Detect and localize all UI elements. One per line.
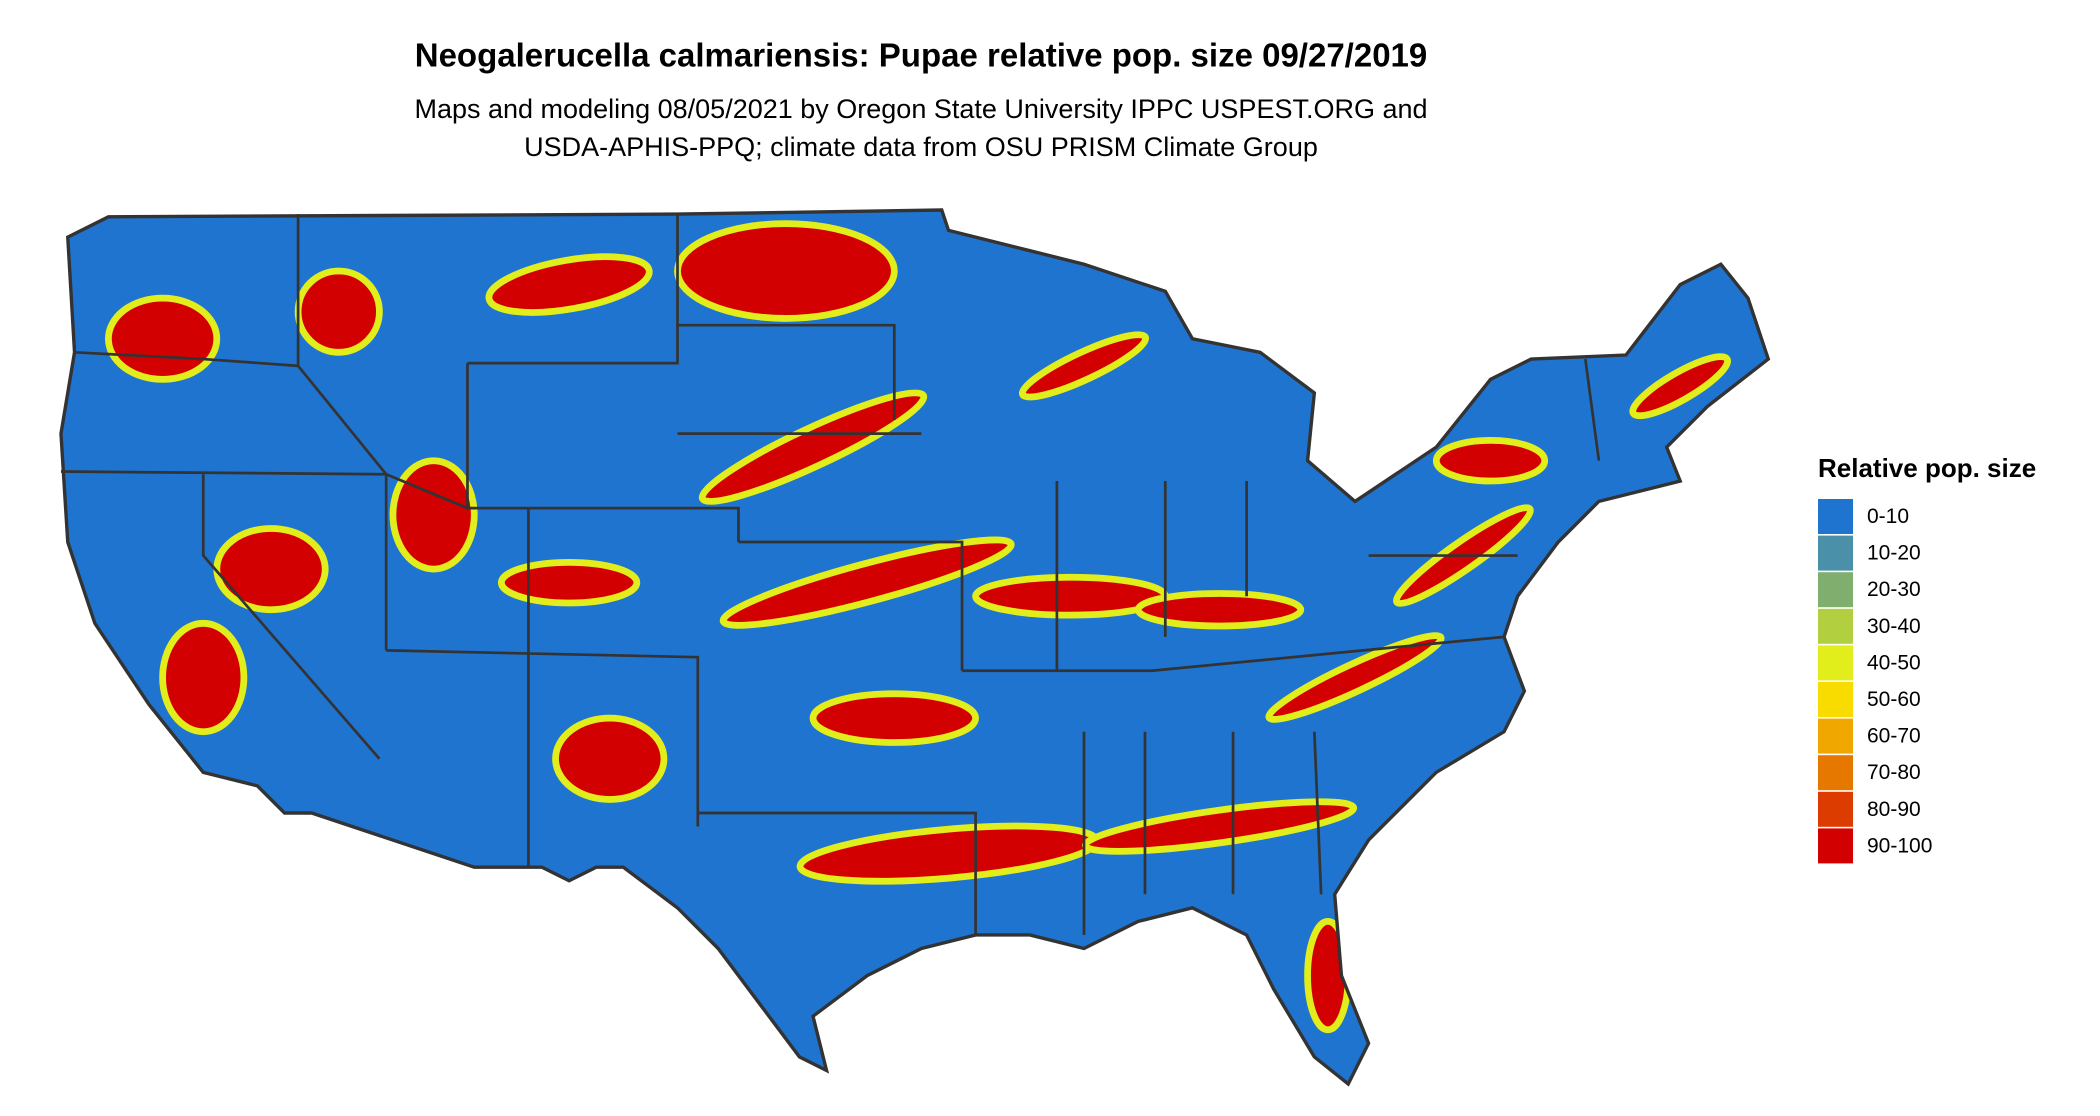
legend-label: 0-10	[1867, 505, 1909, 528]
legend-label: 70-80	[1867, 761, 1921, 784]
legend-swatch	[1818, 682, 1853, 717]
legend-swatch	[1818, 791, 1853, 827]
legend-label: 10-20	[1867, 542, 1921, 565]
us-outline	[59, 208, 1771, 1087]
subtitle: Maps and modeling 08/05/2021 by Oregon S…	[414, 94, 1427, 124]
us-map	[59, 208, 1771, 1087]
legend-swatch	[1818, 755, 1853, 791]
legend-title: Relative pop. size	[1818, 453, 2036, 483]
legend-label: 80-90	[1867, 798, 1921, 821]
legend-label: 20-30	[1867, 578, 1921, 601]
legend-label: 30-40	[1867, 615, 1921, 638]
legend-label: 90-100	[1867, 834, 1932, 857]
title: Neogalerucella calmariensis: Pupae relat…	[415, 37, 1428, 74]
legend-label: 40-50	[1867, 651, 1921, 674]
legend-label: 50-60	[1867, 688, 1921, 711]
legend-swatch	[1818, 572, 1853, 608]
legend-label: 60-70	[1867, 725, 1921, 748]
legend-swatch	[1818, 718, 1853, 754]
legend-swatch	[1818, 499, 1853, 534]
state-borders	[60, 214, 1601, 935]
legend-swatch	[1818, 535, 1853, 571]
subtitle: USDA-APHIS-PPQ; climate data from OSU PR…	[524, 132, 1318, 162]
legend-swatch	[1818, 645, 1853, 681]
legend-swatch	[1818, 608, 1853, 644]
legend: 0-10 10-20 20-30 30-40 40-50 50-60 60-70 70-80 8…	[1818, 499, 1932, 864]
legend-swatch	[1818, 828, 1853, 864]
